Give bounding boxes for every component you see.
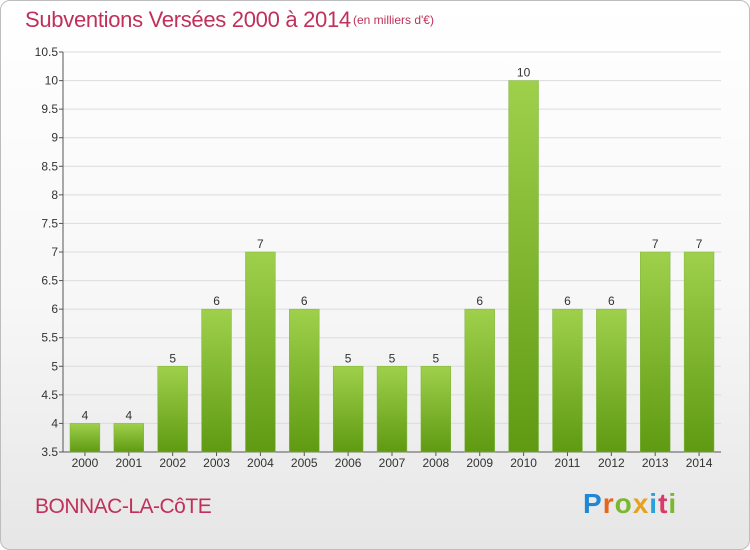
x-tick-label: 2006 — [335, 456, 362, 470]
x-tick-label: 2002 — [159, 456, 186, 470]
bar-value-label: 6 — [608, 294, 615, 308]
y-tick-label: 5 — [51, 359, 58, 373]
bar — [683, 251, 715, 453]
brand-letter: r — [602, 488, 615, 519]
bar-value-label: 5 — [169, 351, 176, 365]
x-tick-label: 2009 — [466, 456, 493, 470]
brand-letter: x — [632, 488, 650, 519]
bar — [464, 308, 495, 453]
y-tick-label: 8.5 — [41, 159, 58, 173]
bar-value-label: 5 — [433, 351, 440, 365]
x-tick-label: 2014 — [686, 456, 713, 470]
y-tick-label: 10 — [45, 74, 59, 88]
x-tick-label: 2004 — [247, 456, 274, 470]
bar — [69, 423, 101, 453]
y-tick-label: 10.5 — [35, 45, 59, 59]
bar — [245, 251, 276, 453]
bar-value-label: 7 — [652, 237, 659, 251]
bar-value-label: 6 — [213, 294, 220, 308]
bar — [640, 251, 671, 453]
y-tick-label: 8 — [51, 188, 58, 202]
brand-letter: i — [668, 488, 678, 519]
bar — [332, 366, 364, 453]
x-tick-label: 2011 — [555, 456, 581, 470]
bar-value-label: 7 — [696, 237, 703, 251]
y-tick-label: 7.5 — [41, 216, 58, 230]
brand-letter: i — [649, 488, 659, 519]
bar-value-label: 6 — [476, 294, 483, 308]
commune-name: BONNAC-LA-CôTE — [35, 495, 212, 518]
bar-value-label: 5 — [389, 351, 396, 365]
bar-value-label: 4 — [125, 408, 132, 422]
bar-value-label: 6 — [564, 294, 571, 308]
bar-value-label: 5 — [345, 351, 352, 365]
bar — [157, 366, 188, 453]
y-tick-label: 7 — [51, 245, 58, 259]
y-tick-label: 9 — [51, 131, 58, 145]
x-tick-label: 2008 — [423, 456, 450, 470]
bar — [420, 366, 452, 453]
y-tick-label: 5.5 — [41, 331, 58, 345]
x-tick-label: 2007 — [379, 456, 406, 470]
y-tick-label: 3.5 — [41, 445, 58, 459]
brand-letter: t — [658, 488, 669, 519]
x-tick-label: 2012 — [598, 456, 625, 470]
x-tick-label: 2000 — [72, 456, 99, 470]
bar-value-label: 6 — [301, 294, 308, 308]
bar — [508, 80, 539, 453]
bar — [289, 308, 320, 453]
chart-unit-subtitle: (en milliers d'€) — [353, 13, 434, 27]
bar — [201, 308, 232, 453]
y-tick-label: 9.5 — [41, 102, 58, 116]
x-tick-label: 2010 — [510, 456, 537, 470]
x-tick-label: 2003 — [203, 456, 230, 470]
brand-letter: o — [614, 488, 633, 519]
x-tick-label: 2001 — [115, 456, 142, 470]
bar — [552, 308, 583, 453]
chart-title: Subventions Versées 2000 à 2014 — [25, 7, 351, 32]
x-tick-label: 2005 — [291, 456, 318, 470]
bar — [376, 366, 408, 453]
bar-value-label: 10 — [517, 66, 531, 80]
bar-value-label: 7 — [257, 237, 264, 251]
proxiti-logo: Proxiti — [583, 488, 677, 520]
bar — [596, 308, 627, 453]
y-tick-label: 4 — [51, 416, 58, 430]
bar — [113, 423, 144, 453]
brand-letter: P — [583, 488, 603, 519]
y-tick-label: 6.5 — [41, 274, 58, 288]
y-tick-label: 6 — [51, 302, 58, 316]
bar-value-label: 4 — [82, 408, 89, 422]
y-tick-label: 4.5 — [41, 388, 58, 402]
x-tick-label: 2013 — [642, 456, 669, 470]
